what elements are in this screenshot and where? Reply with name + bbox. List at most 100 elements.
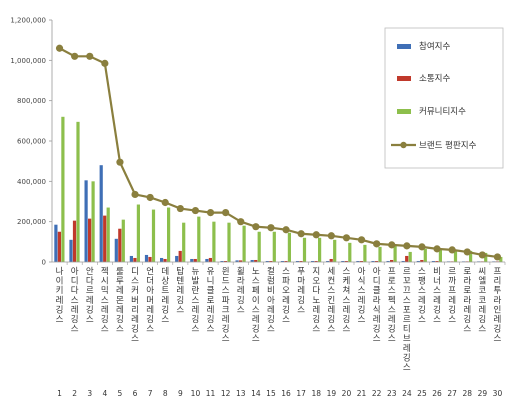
line-point bbox=[373, 240, 381, 248]
bar-참여지수 bbox=[69, 239, 73, 262]
bar-참여지수 bbox=[356, 260, 360, 262]
x-category-label-char: 뉴 bbox=[192, 267, 200, 277]
x-category-label-char: 깅 bbox=[312, 314, 320, 325]
x-category-label-char: 스 bbox=[418, 267, 426, 277]
x-category-label-char: 노 bbox=[312, 296, 320, 306]
x-category-label-char: 더 bbox=[146, 277, 154, 287]
x-category-number: 26 bbox=[432, 389, 442, 398]
bar-커뮤니티지수 bbox=[61, 116, 65, 262]
bar-소통지수 bbox=[420, 259, 424, 262]
x-category-number: 6 bbox=[133, 389, 138, 398]
x-category-label-char: 유 bbox=[207, 267, 215, 277]
x-category-label-char: 언 bbox=[146, 266, 154, 277]
x-category-label-char: 오 bbox=[312, 277, 320, 287]
x-category-label-char: 데 bbox=[161, 267, 169, 277]
bar-커뮤니티지수 bbox=[227, 222, 231, 262]
bar-series bbox=[54, 116, 503, 262]
x-category-label-char: 아 bbox=[267, 295, 275, 306]
x-category-number: 30 bbox=[493, 389, 503, 398]
bar-참여지수 bbox=[54, 224, 58, 262]
bar-소통지수 bbox=[103, 215, 107, 262]
x-category-label-char: 다 bbox=[86, 277, 94, 287]
x-category-label-char: 트 bbox=[161, 286, 169, 296]
x-category-label-char: 리 bbox=[131, 305, 139, 315]
x-category-label-char: 이 bbox=[56, 276, 64, 287]
x-category-label-char: 레 bbox=[131, 315, 139, 325]
x-category-label-char: 스 bbox=[192, 296, 200, 306]
x-axis: 나이키레깅스1아디다스레깅스2안다르레깅스3젝시믹스레깅스4룰루레몬레깅스5디스… bbox=[52, 261, 506, 398]
bar-참여지수 bbox=[114, 238, 118, 262]
x-category-label-char: 스 bbox=[282, 267, 290, 277]
x-category-label-char: 클 bbox=[207, 286, 215, 296]
x-category-label-char: 꼬 bbox=[403, 277, 411, 287]
x-category-label-char: 레 bbox=[312, 305, 320, 315]
bar-참여지수 bbox=[190, 258, 194, 262]
x-category-number: 13 bbox=[236, 389, 246, 398]
x-category-label-char: 깅 bbox=[433, 304, 441, 315]
bar-참여지수 bbox=[326, 260, 330, 262]
x-category-label-char: 깅 bbox=[403, 352, 411, 363]
x-category-number: 23 bbox=[387, 389, 397, 398]
x-category-label-char: 클 bbox=[373, 286, 381, 296]
bar-커뮤니티지수 bbox=[212, 221, 216, 262]
x-category-label-char: 포 bbox=[403, 305, 411, 315]
x-category-label-char: 식 bbox=[358, 277, 366, 287]
line-point bbox=[237, 218, 245, 226]
bar-소통지수 bbox=[148, 256, 152, 262]
x-category-number: 3 bbox=[87, 389, 92, 398]
x-category-label-char: 레 bbox=[418, 296, 426, 306]
bar-커뮤니티지수 bbox=[182, 222, 186, 262]
x-category-label-char: 깅 bbox=[478, 314, 486, 325]
x-category-label-char: 투 bbox=[494, 286, 502, 296]
x-category-label-char: 스 bbox=[478, 325, 486, 335]
bar-커뮤니티지수 bbox=[423, 248, 427, 262]
x-category-label-char: 발 bbox=[192, 276, 200, 287]
bar-커뮤니티지수 bbox=[76, 121, 80, 262]
x-category-label-char: 스 bbox=[86, 315, 94, 325]
x-category-label-char: 아 bbox=[146, 285, 154, 296]
x-category-label-char: 마 bbox=[297, 277, 305, 287]
bar-참여지수 bbox=[371, 260, 375, 262]
line-point bbox=[342, 234, 351, 242]
bar-소통지수 bbox=[88, 218, 92, 262]
legend-swatch bbox=[397, 109, 411, 114]
x-category-label-char: 레 bbox=[358, 296, 366, 306]
x-category-label-char: 아 bbox=[71, 266, 79, 277]
line-point bbox=[433, 245, 441, 253]
x-category-label-char: 레 bbox=[222, 315, 230, 325]
x-category-label-char: 까 bbox=[448, 277, 456, 287]
x-category-label-char: 레 bbox=[101, 305, 109, 315]
legend-box bbox=[384, 27, 504, 169]
x-category-label-char: 깅 bbox=[146, 314, 154, 325]
y-tick-label: 0 bbox=[42, 259, 46, 267]
line-point bbox=[418, 243, 426, 251]
x-category-label-char: 스 bbox=[494, 334, 502, 344]
x-category-label-char: 니 bbox=[207, 276, 215, 287]
y-tick-label: 800,000 bbox=[17, 97, 46, 105]
bar-커뮤니티지수 bbox=[333, 239, 337, 262]
bar-참여지수 bbox=[84, 180, 88, 262]
x-category-label-char: 스 bbox=[448, 315, 456, 325]
legend-swatch bbox=[397, 76, 411, 81]
bar-참여지수 bbox=[99, 165, 103, 262]
x-category-label-char: 스 bbox=[252, 305, 260, 315]
legend-swatch bbox=[397, 44, 411, 49]
x-category-label-char: 푸 bbox=[297, 267, 305, 277]
bar-참여지수 bbox=[235, 260, 239, 262]
x-category-label-char: 레 bbox=[343, 305, 351, 315]
x-category-label-char: 룰 bbox=[116, 267, 124, 277]
x-category-label-char: 킨 bbox=[327, 295, 335, 306]
x-category-label-char: 리 bbox=[494, 277, 502, 287]
x-category-label-char: 스 bbox=[327, 325, 335, 335]
x-category-label-char: 다 bbox=[312, 286, 320, 296]
x-category-label-char: 인 bbox=[494, 304, 502, 315]
line-point bbox=[297, 230, 305, 238]
x-category-label-char: 스 bbox=[131, 277, 139, 287]
x-category-number: 22 bbox=[372, 389, 382, 398]
bar-소통지수 bbox=[57, 231, 61, 262]
x-category-number: 2 bbox=[72, 389, 77, 398]
x-category-number: 12 bbox=[221, 389, 231, 398]
x-category-label-char: 로 bbox=[388, 277, 396, 287]
x-category-number: 16 bbox=[281, 389, 291, 398]
